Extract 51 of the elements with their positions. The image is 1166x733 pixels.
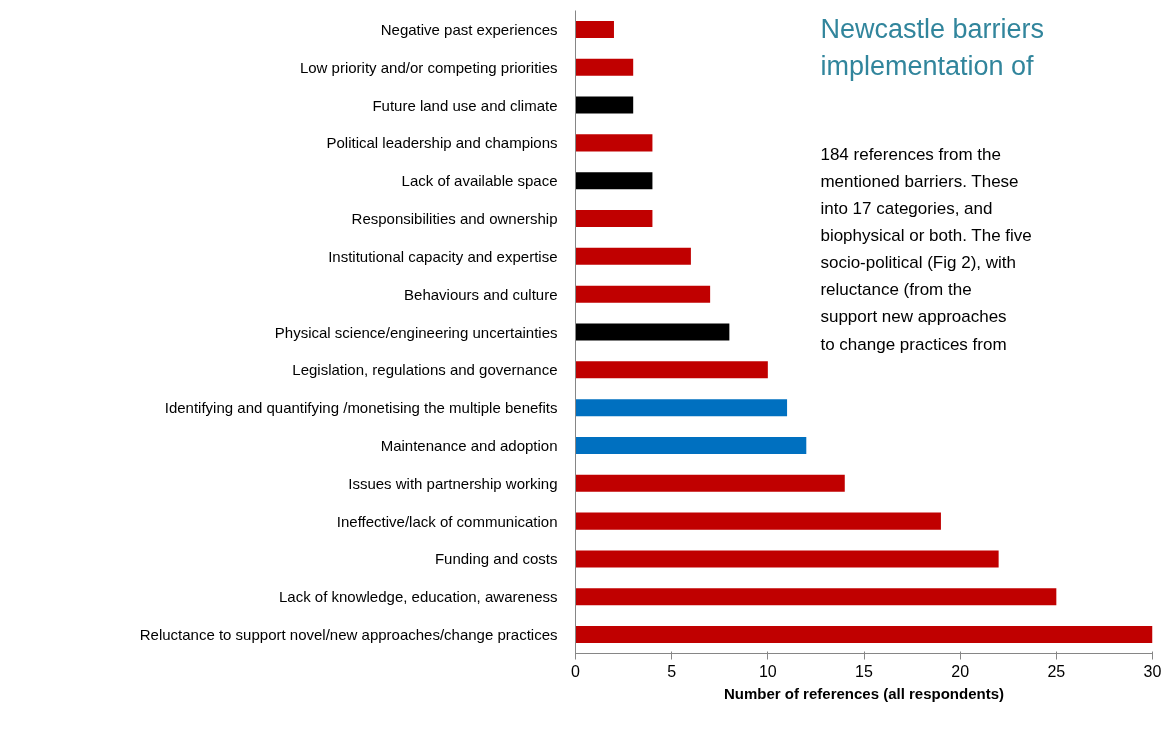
y-tick-label: Lack of knowledge, education, awareness [278,588,558,606]
x-tick-label: 0 [571,662,581,680]
bar [575,626,1153,644]
x-tick-label: 5 [667,662,677,680]
x-tick-label: 30 [1143,662,1162,680]
bar [575,58,634,76]
bar [575,588,1057,606]
y-tick-label: Political leadership and champions [326,134,558,152]
bar [575,247,691,265]
bar [575,550,999,568]
y-tick-label: Future land use and climate [372,96,558,114]
y-tick-label: Low priority and/or competing priorities [299,58,558,76]
x-tick-label: 25 [1047,662,1066,680]
y-tick-label: Identifying and quantifying /monetising the multiple benefits [164,399,558,417]
x-tick-label: 15 [855,662,873,680]
y-tick-label: Lack of available space [401,172,558,190]
bar [575,96,634,114]
annotation: biophysical or both. The five [820,226,1032,246]
bar [575,474,845,492]
bar [575,134,653,152]
bar [575,512,941,530]
y-tick-label: Ineffective/lack of communication [336,512,558,530]
annotation: into 17 categories, and [820,199,993,219]
x-tick-label: 20 [951,662,970,680]
y-tick-label: Institutional capacity and expertise [328,247,558,265]
x-axis-title: Number of references (all respondents) [723,684,1005,702]
annotation: 184 references from the [820,145,1001,165]
y-tick-label: Physical science/engineering uncertainties [274,323,558,341]
y-tick-label: Legislation, regulations and governance [292,361,558,379]
y-tick-label: Issues with partnership working [348,474,558,492]
annotation: mentioned barriers. These [820,172,1019,192]
y-tick-label: Negative past experiences [380,20,558,38]
annotation: reluctance (from the [820,280,972,300]
annotation: to change practices from [820,334,1007,354]
annotation: support new approaches [820,307,1007,327]
x-tick-label: 10 [758,662,777,680]
bar [575,399,788,417]
y-tick-label: Maintenance and adoption [380,436,558,454]
annotation: socio-political (Fig 2), with [820,253,1016,273]
bar [575,361,768,379]
bar [575,172,653,190]
bar [575,285,711,303]
y-tick-label: Funding and costs [434,550,558,568]
y-tick-label: Reluctance to support novel/new approaches/change practices [139,626,558,644]
y-tick-label: Responsibilities and ownership [351,210,558,228]
text: Newcastle barriers implementation of [820,14,1045,82]
bar [575,436,807,454]
bar [575,20,614,38]
bar [575,323,730,341]
y-tick-label: Behaviours and culture [404,285,558,303]
bar [575,210,653,228]
